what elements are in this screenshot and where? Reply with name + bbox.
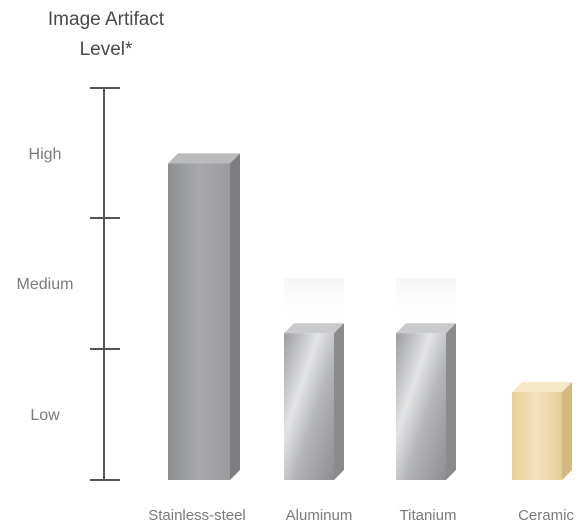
y-axis-title-line-2: Level* xyxy=(79,39,133,60)
y-tick-label-high: High xyxy=(29,146,62,163)
bar-ceramic xyxy=(512,382,572,480)
bar-front-aluminum xyxy=(284,333,334,480)
category-label-stainless-steel: Stainless-steel xyxy=(148,507,246,524)
bar-side-titanium xyxy=(446,323,456,480)
bar-top-ceramic xyxy=(512,382,572,392)
bar-side-stainless-steel xyxy=(230,153,240,481)
bar-top-aluminum xyxy=(284,323,344,334)
category-label-aluminum: Aluminum xyxy=(286,507,353,524)
bar-aluminum xyxy=(284,278,344,480)
bar-front-titanium xyxy=(396,333,446,480)
category-label-ceramic: Ceramic xyxy=(518,507,574,524)
bar-side-ceramic xyxy=(562,382,572,480)
y-tick-label-low: Low xyxy=(30,407,60,424)
bar-side-aluminum xyxy=(334,323,344,480)
y-axis-title: Image Artifact Level* xyxy=(0,5,212,65)
bar-reflection-aluminum xyxy=(284,278,344,324)
category-label-titanium: Titanium xyxy=(400,507,457,524)
bar-top-titanium xyxy=(396,323,456,334)
bar-stainless-steel xyxy=(168,153,240,481)
bar-reflection-titanium xyxy=(396,278,456,324)
bar-top-stainless-steel xyxy=(168,153,240,164)
bar-titanium xyxy=(396,278,456,480)
bar-front-ceramic xyxy=(512,392,562,480)
y-tick-label-medium: Medium xyxy=(17,276,74,293)
bar-front-stainless-steel xyxy=(168,163,230,481)
y-axis-title-line-1: Image Artifact xyxy=(47,9,165,30)
